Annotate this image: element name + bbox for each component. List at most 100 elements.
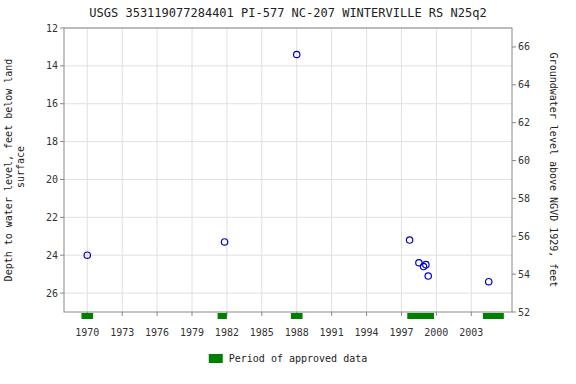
data-point xyxy=(423,261,429,267)
data-point xyxy=(486,279,492,285)
x-tick-label: 1976 xyxy=(145,327,169,338)
y2-tick xyxy=(512,274,516,275)
y-tick xyxy=(60,293,64,294)
x-tick xyxy=(401,312,402,316)
y-axis-label-line: Depth to water level, feet below land xyxy=(3,59,14,282)
y2-tick-label: 54 xyxy=(518,269,530,280)
y-tick xyxy=(60,217,64,218)
x-tick-label: 2003 xyxy=(459,327,483,338)
y2-tick xyxy=(512,84,516,85)
x-tick-label: 1979 xyxy=(180,327,204,338)
x-tick-label: 1973 xyxy=(110,327,134,338)
y2-axis: 52 54 56 58 60 62 64 66 xyxy=(512,41,530,317)
grid-line-x xyxy=(401,28,402,312)
grid-line-x xyxy=(261,28,262,312)
x-tick-label: 1997 xyxy=(389,327,413,338)
x-tick xyxy=(192,312,193,316)
approved-span xyxy=(483,313,504,319)
title: USGS 353119077284401 PI-577 NC-207 WINTE… xyxy=(89,6,486,20)
y-axis-label-line: surface xyxy=(15,146,26,194)
x-tick-label: 2000 xyxy=(424,327,448,338)
x-tick-label: 1982 xyxy=(215,327,239,338)
grid-line-x xyxy=(436,28,437,312)
grid-line-x xyxy=(122,28,123,312)
y2-tick xyxy=(512,160,516,161)
grid-line-x xyxy=(471,28,472,312)
grid xyxy=(64,28,512,312)
y2-tick-label: 58 xyxy=(518,193,530,204)
y-tick-label: 24 xyxy=(46,250,58,261)
y-tick xyxy=(60,141,64,142)
x-tick xyxy=(436,312,437,316)
x-tick-label: 1991 xyxy=(320,327,344,338)
y2-tick-label: 60 xyxy=(518,155,530,166)
y2-tick xyxy=(512,236,516,237)
approved-span xyxy=(407,313,434,319)
y-axis-label: Depth to water level, feet below land su… xyxy=(3,59,26,282)
y-tick-label: 14 xyxy=(46,60,58,71)
y-tick-label: 12 xyxy=(46,23,58,34)
legend-label: Period of approved data xyxy=(229,353,367,364)
y2-axis-label: Groundwater level above NGVD 1929, feet xyxy=(548,53,559,288)
y2-tick xyxy=(512,198,516,199)
grid-line-y xyxy=(64,65,512,66)
data-point xyxy=(84,252,90,258)
grid-line-x xyxy=(226,28,227,312)
y-tick xyxy=(60,28,64,29)
x-tick xyxy=(366,312,367,316)
y2-tick-label: 56 xyxy=(518,231,530,242)
chart: USGS 353119077284401 PI-577 NC-207 WINTE… xyxy=(0,0,576,384)
grid-line-x xyxy=(331,28,332,312)
y2-tick xyxy=(512,122,516,123)
y-tick-label: 26 xyxy=(46,288,58,299)
grid-line-y xyxy=(64,293,512,294)
x-tick xyxy=(331,312,332,316)
x-tick-label: 1994 xyxy=(354,327,378,338)
y-tick-label: 22 xyxy=(46,212,58,223)
y2-tick-label: 66 xyxy=(518,41,530,52)
y-tick xyxy=(60,255,64,256)
grid-line-x xyxy=(366,28,367,312)
plot-area xyxy=(84,51,492,285)
x-tick xyxy=(471,312,472,316)
y2-tick-label: 62 xyxy=(518,117,530,128)
grid-line-x xyxy=(192,28,193,312)
x-tick xyxy=(122,312,123,316)
y2-tick-label: 52 xyxy=(518,307,530,318)
grid-line-x xyxy=(296,28,297,312)
grid-line-y xyxy=(64,103,512,104)
x-tick xyxy=(157,312,158,316)
legend-swatch xyxy=(209,354,223,363)
data-point xyxy=(294,51,300,57)
y-tick xyxy=(60,65,64,66)
grid-line-y xyxy=(64,141,512,142)
approved-span xyxy=(218,313,227,319)
y-tick-label: 16 xyxy=(46,98,58,109)
grid-line-y xyxy=(64,255,512,256)
approved-span xyxy=(291,313,303,319)
x-tick-label: 1970 xyxy=(75,327,99,338)
x-tick-label: 1985 xyxy=(250,327,274,338)
data-point xyxy=(425,273,431,279)
y2-tick xyxy=(512,46,516,47)
x-tick xyxy=(261,312,262,316)
grid-line-x xyxy=(87,28,88,312)
y-tick xyxy=(60,179,64,180)
y-tick-label: 20 xyxy=(46,174,58,185)
y-axis: 12 14 16 18 20 22 24 26 xyxy=(46,23,64,299)
grid-line-y xyxy=(64,179,512,180)
data-point xyxy=(406,237,412,243)
y2-tick xyxy=(512,312,516,313)
approved-spans xyxy=(81,313,503,319)
grid-line-y xyxy=(64,217,512,218)
legend: Period of approved data xyxy=(209,353,367,364)
x-tick-label: 1988 xyxy=(285,327,309,338)
data-point xyxy=(221,239,227,245)
x-axis: 1970 1973 1976 1979 1982 1985 1988 1991 1994 1997… xyxy=(75,312,483,338)
grid-line-x xyxy=(157,28,158,312)
y-tick xyxy=(60,103,64,104)
y2-tick-label: 64 xyxy=(518,79,530,90)
plot-frame xyxy=(64,28,512,312)
approved-span xyxy=(81,313,93,319)
y-tick-label: 18 xyxy=(46,136,58,147)
